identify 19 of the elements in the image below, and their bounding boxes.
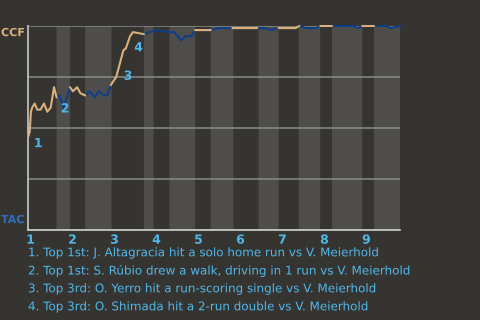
annotation: 1 <box>35 138 42 148</box>
annotation: 4 <box>134 42 142 52</box>
x-tick-label: 4 <box>152 234 160 244</box>
x-tick-label: 7 <box>278 234 286 244</box>
text: 3. Top 3rd: O. Yerro hit a run-scoring single vs V. Meierhold <box>28 283 376 295</box>
text: TAC <box>1 214 24 224</box>
text: 1. Top 1st: J. Altagracia hit a solo home run vs V. Meierhold <box>29 247 378 259</box>
text: CCF <box>2 28 24 36</box>
text: 4. Top 3rd: O. Shimada hit a 2-run double vs V. Meierhold <box>28 301 368 313</box>
x-tick-label: 6 <box>236 234 244 244</box>
annotation: 2 <box>62 103 68 112</box>
x-tick-label: 5 <box>195 234 202 244</box>
x-tick-label: 9 <box>362 234 370 244</box>
annotation: 3 <box>124 70 132 80</box>
x-tick-label: 2 <box>69 234 76 244</box>
x-tick-label: 1 <box>28 234 34 244</box>
x-tick-label: 3 <box>110 234 118 244</box>
text: 2. Top 1st: S. Rúbio drew a walk, driving in 1 run vs V. Meierhold <box>28 264 410 278</box>
x-tick-label: 8 <box>320 234 328 244</box>
